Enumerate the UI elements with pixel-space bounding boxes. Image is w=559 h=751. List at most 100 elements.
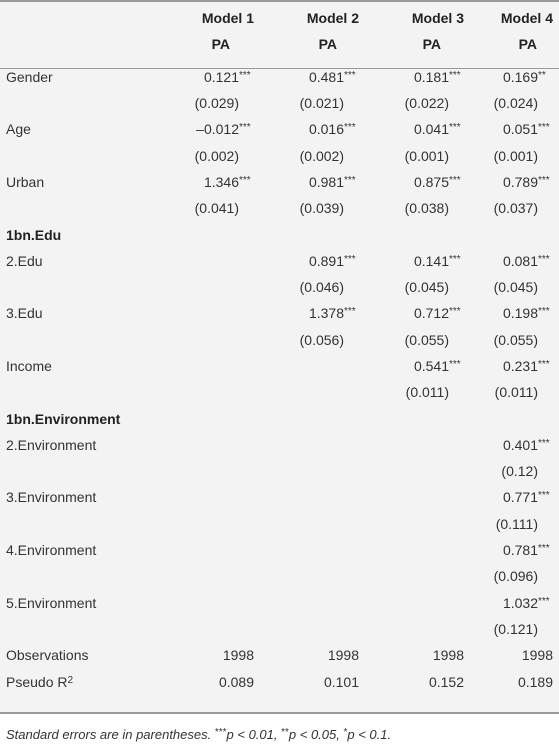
- model-2-cell: (0.002): [258, 142, 362, 168]
- model-1-cell: [153, 300, 258, 326]
- model-1-cell: [153, 563, 258, 589]
- model-1-cell: [153, 327, 258, 353]
- model-4-cell: (0.12): [466, 458, 559, 484]
- coefficient-value: 0.121: [203, 68, 239, 85]
- row-label-text: 5.Environment: [6, 594, 97, 611]
- row-label-text: 1bn.Environment: [6, 410, 121, 427]
- table-row: (0.046) (0.045) (0.045): [0, 274, 559, 300]
- model-4-cell: (0.045): [466, 274, 559, 300]
- coefficient-value: 1.346: [203, 173, 239, 190]
- coefficient-value: 1998: [521, 647, 553, 664]
- model-1-cell: [153, 221, 258, 247]
- model-1-cell: 1.346***: [203, 173, 251, 190]
- standard-error-value: (0.038): [404, 200, 449, 217]
- row-label-text: Urban: [6, 173, 45, 190]
- model-1-cell: 0.089: [153, 668, 258, 694]
- model-3-cell: (0.038): [362, 195, 466, 221]
- header-empty-cell: [0, 5, 153, 31]
- model-4-cell: 1.032***: [502, 594, 550, 611]
- row-label: Age: [0, 116, 153, 142]
- model-3-cell: 0.875***: [413, 173, 461, 190]
- row-label: 2.Environment: [0, 432, 153, 458]
- model-2-cell: 0.101: [258, 668, 362, 694]
- header-dep-1: PA: [211, 36, 230, 53]
- model-4-cell: 0.789***: [502, 173, 550, 190]
- row-label: [0, 195, 153, 221]
- row-label-text: 2.Environment: [6, 436, 97, 453]
- table-row: 5.Environment 1.032***: [0, 590, 559, 616]
- model-1-cell: 0.121***: [203, 68, 251, 85]
- row-label: 1bn.Environment: [0, 405, 153, 431]
- row-label-text: 2.Edu: [6, 252, 43, 269]
- coefficient-value: 1.032: [502, 594, 538, 611]
- coefficient-value: 0.198: [502, 305, 538, 322]
- table-footnote: Standard errors are in parentheses. ***p…: [6, 727, 391, 742]
- model-4-cell: (0.001): [466, 142, 559, 168]
- table-row: 4.Environment 0.781***: [0, 537, 559, 563]
- standard-error-value: (0.037): [493, 200, 538, 217]
- model-3-cell: 0.152: [362, 668, 466, 694]
- model-1-cell: [153, 379, 258, 405]
- model-3-cell: [362, 432, 466, 458]
- bottom-rule: [0, 712, 559, 714]
- row-label: [0, 90, 153, 116]
- model-1-cell: (0.002): [153, 142, 258, 168]
- footnote-stars-1: ***: [214, 727, 227, 738]
- standard-error-value: (0.001): [404, 147, 449, 164]
- model-3-cell: 0.712***: [413, 305, 461, 322]
- footnote-stars-3: *: [343, 727, 348, 738]
- coefficient-value: 0.401: [502, 436, 538, 453]
- model-1-cell: [153, 511, 258, 537]
- model-1-cell: [153, 537, 258, 563]
- model-2-cell: 0.981***: [308, 173, 356, 190]
- model-4-cell: 0.198***: [502, 305, 550, 322]
- standard-error-value: (0.111): [495, 515, 538, 532]
- model-1-cell: [153, 458, 258, 484]
- model-3-cell: (0.022): [362, 90, 466, 116]
- footnote-text: p < 0.1.: [347, 727, 392, 742]
- table-row: (0.029) (0.021) (0.022) (0.024): [0, 90, 559, 116]
- table-row: (0.041) (0.039) (0.038) (0.037): [0, 195, 559, 221]
- model-1-cell: [153, 353, 258, 379]
- table-body: Gender 0.121*** 0.481*** 0.181*** 0.169** (0.…: [0, 64, 559, 695]
- standard-error-value: (0.046): [299, 279, 344, 296]
- coefficient-value: 0.981: [308, 173, 344, 190]
- row-label-superscript: 2: [67, 674, 74, 686]
- standard-error-value: (0.011): [405, 384, 449, 401]
- row-label: Urban: [0, 169, 153, 195]
- model-3-cell: (0.001): [362, 142, 466, 168]
- table-row: Income 0.541*** 0.231***: [0, 353, 559, 379]
- row-label-text: Pseudo R: [6, 673, 68, 690]
- row-label-text: Gender: [6, 68, 53, 85]
- coefficient-value: 1998: [222, 647, 254, 664]
- coefficient-value: 0.181: [413, 68, 449, 85]
- coefficient-value: 0.141: [413, 252, 449, 269]
- footnote-text: p < 0.05,: [288, 727, 344, 742]
- row-label: Pseudo R2: [0, 668, 153, 694]
- model-3-cell: 0.181***: [413, 68, 461, 85]
- header-model-4: Model 4: [500, 10, 553, 27]
- model-4-cell: (0.037): [466, 195, 559, 221]
- model-4-cell: 0.771***: [502, 489, 550, 506]
- table-row: (0.111): [0, 511, 559, 537]
- standard-error-value: (0.002): [194, 147, 239, 164]
- model-2-cell: 1.378***: [308, 305, 356, 322]
- table-background: [0, 0, 559, 712]
- model-1-cell: [153, 484, 258, 510]
- header-dep-3: PA: [422, 36, 441, 53]
- header-dep-2: PA: [318, 36, 337, 53]
- standard-error-value: (0.022): [404, 95, 449, 112]
- table-row: (0.002) (0.002) (0.001) (0.001): [0, 142, 559, 168]
- header-model-2: Model 2: [306, 10, 359, 27]
- standard-error-value: (0.041): [194, 200, 239, 217]
- model-3-cell: [362, 563, 466, 589]
- table-row: Observations 1998 1998 1998 1998: [0, 642, 559, 668]
- model-1-cell: [153, 616, 258, 642]
- table-row: 3.Edu 1.378*** 0.712*** 0.198***: [0, 300, 559, 326]
- model-4-cell: [466, 405, 559, 431]
- standard-error-value: (0.001): [493, 147, 538, 164]
- row-label: Income: [0, 353, 153, 379]
- table-row: (0.056) (0.055) (0.055): [0, 327, 559, 353]
- table-row: (0.096): [0, 563, 559, 589]
- standard-error-value: (0.121): [493, 620, 538, 637]
